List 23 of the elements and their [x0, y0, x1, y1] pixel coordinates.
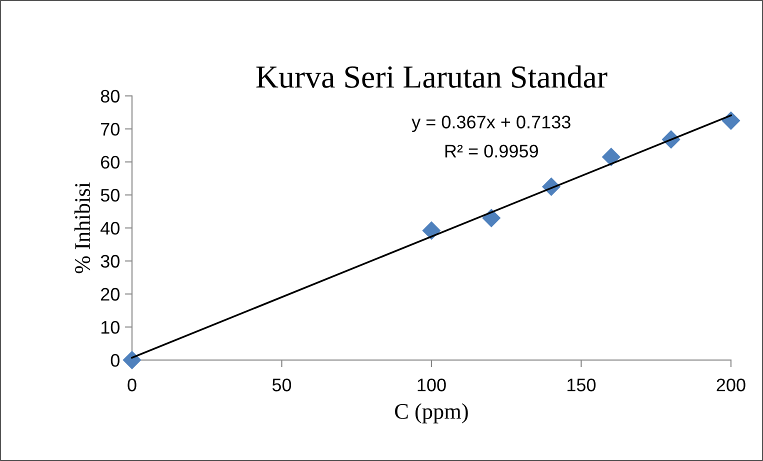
- y-tick-label: 60: [101, 156, 120, 169]
- y-tick-label: 20: [101, 288, 120, 301]
- annotation: y = 0.367x + 0.7133: [412, 116, 570, 132]
- y-tick-label: 0: [110, 354, 120, 367]
- chart-title: Kurva Seri Larutan Standar: [256, 65, 608, 88]
- x-tick-label: 200: [716, 378, 746, 392]
- y-tick-label: 50: [100, 188, 120, 202]
- y-tick-label: 10: [101, 320, 120, 334]
- point: [122, 350, 142, 370]
- y-tick-label: 80: [100, 90, 120, 103]
- annotation: R² = 0.9959: [445, 144, 538, 158]
- y-tick-label: 30: [100, 254, 120, 268]
- y-axis-title: % Inhibisi: [74, 182, 90, 274]
- x-tick-label: 0: [128, 378, 136, 392]
- x-tick-label: 100: [418, 378, 446, 392]
- y-tick-label: 40: [100, 222, 120, 235]
- y-tick-label: 70: [101, 122, 120, 136]
- x-tick-label: 150: [568, 378, 596, 392]
- x-axis-title: C (ppm): [395, 403, 468, 424]
- point: [482, 208, 501, 228]
- point: [602, 148, 620, 166]
- x-tick-label: 50: [272, 378, 292, 392]
- point: [422, 221, 441, 240]
